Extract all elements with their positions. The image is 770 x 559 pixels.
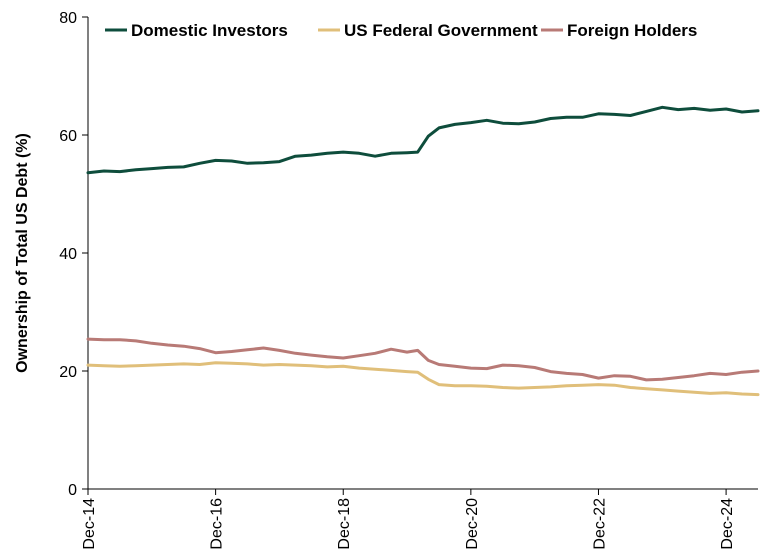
y-tick-label: 60 — [59, 128, 77, 145]
x-tick-label: Dec-20 — [464, 498, 481, 550]
legend-label: US Federal Government — [344, 21, 538, 40]
x-tick-label: Dec-16 — [209, 498, 226, 550]
legend: Domestic Investors US Federal Government F… — [105, 21, 697, 40]
y-axis-title: Ownership of Total US Debt (%) — [14, 133, 31, 373]
series-line-2 — [86, 361, 760, 397]
x-tick-label: Dec-14 — [81, 498, 98, 550]
x-tick-label: Dec-24 — [719, 498, 736, 550]
y-axis-ticks: 0 20 40 60 80 — [59, 10, 88, 499]
x-tick-label: Dec-18 — [336, 498, 353, 550]
y-tick-label: 80 — [59, 10, 77, 27]
series-lines — [86, 105, 760, 397]
legend-label: Foreign Holders — [567, 21, 697, 40]
series-line-3 — [86, 337, 760, 382]
x-tick-label: Dec-22 — [591, 498, 608, 550]
y-tick-label: 0 — [68, 482, 77, 499]
x-axis-ticks: Dec-14 Dec-16 Dec-18 Dec-20 Dec-22 Dec-24 — [81, 489, 736, 550]
y-tick-label: 20 — [59, 364, 77, 381]
y-tick-label: 40 — [59, 246, 77, 263]
series-line-1 — [86, 105, 760, 175]
legend-label: Domestic Investors — [131, 21, 288, 40]
axes — [87, 17, 758, 490]
